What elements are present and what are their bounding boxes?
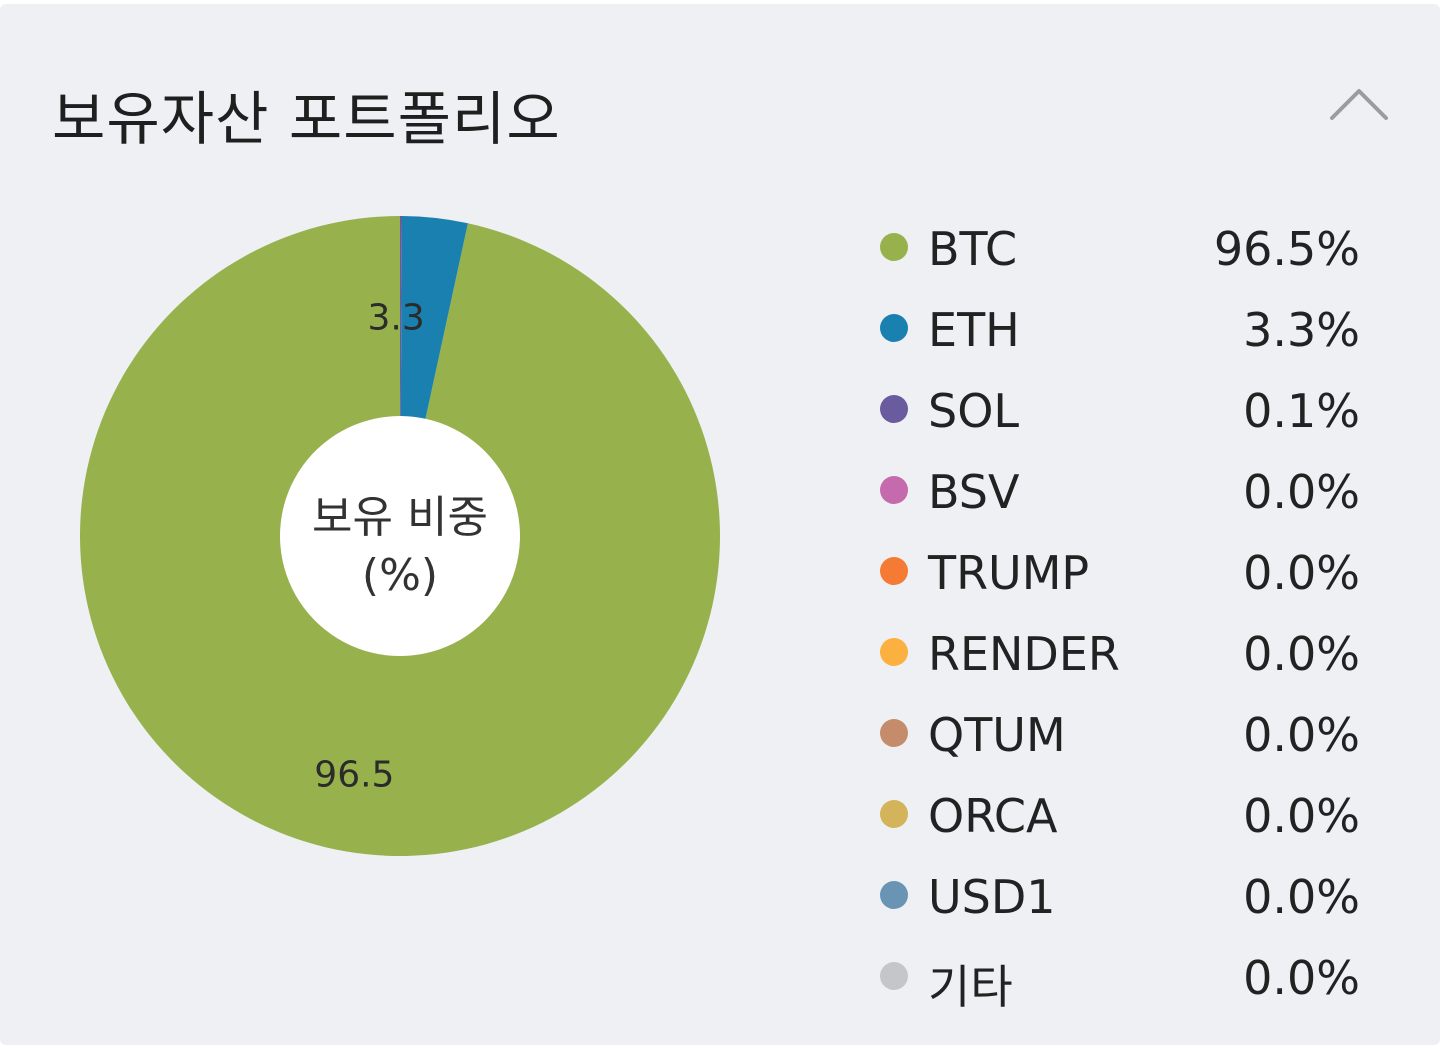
legend-swatch bbox=[880, 557, 908, 585]
legend-swatch bbox=[880, 638, 908, 666]
legend-swatch bbox=[880, 800, 908, 828]
legend-name: QTUM bbox=[928, 708, 1066, 762]
page-title: 보유자산 포트폴리오 bbox=[52, 85, 561, 153]
legend-value: 0.1% bbox=[1243, 384, 1360, 438]
legend-name: USD1 bbox=[928, 870, 1056, 924]
legend-item[interactable]: SOL 0.1% bbox=[878, 372, 1360, 453]
legend-name: TRUMP bbox=[928, 546, 1090, 600]
legend-item[interactable]: RENDER 0.0% bbox=[878, 615, 1360, 696]
legend-name: BTC bbox=[928, 222, 1018, 276]
legend-item[interactable]: 기타 0.0% bbox=[878, 939, 1360, 1020]
chart-legend: BTC 96.5% ETH 3.3% SOL 0.1% BSV 0.0% TRUMP 0.0% RE… bbox=[878, 210, 1360, 1020]
legend-item[interactable]: USD1 0.0% bbox=[878, 858, 1360, 939]
legend-value: 0.0% bbox=[1243, 951, 1360, 1005]
legend-name: ORCA bbox=[928, 789, 1058, 843]
legend-name: ETH bbox=[928, 303, 1020, 357]
legend-value: 0.0% bbox=[1243, 546, 1360, 600]
legend-item[interactable]: ETH 3.3% bbox=[878, 291, 1360, 372]
legend-name: SOL bbox=[928, 384, 1020, 438]
legend-swatch bbox=[880, 719, 908, 747]
legend-value: 0.0% bbox=[1243, 465, 1360, 519]
legend-name: BSV bbox=[928, 465, 1020, 519]
portfolio-donut-chart: 96.5 3.3 보유 비중 (%) bbox=[80, 216, 721, 856]
legend-item[interactable]: BSV 0.0% bbox=[878, 453, 1360, 534]
legend-item[interactable]: TRUMP 0.0% bbox=[878, 534, 1360, 615]
donut-slice-eth[interactable] bbox=[400, 216, 468, 419]
legend-swatch bbox=[880, 233, 908, 261]
donut-slice-btc[interactable] bbox=[80, 216, 721, 856]
legend-item[interactable]: BTC 96.5% bbox=[878, 210, 1360, 291]
donut-slice-sol[interactable] bbox=[400, 216, 403, 417]
legend-name: 기타 bbox=[928, 960, 1013, 1014]
legend-value: 96.5% bbox=[1213, 222, 1360, 276]
slice-label-eth: 3.3 bbox=[368, 297, 425, 338]
center-label-line: (%) bbox=[362, 550, 438, 601]
donut-hole bbox=[280, 416, 520, 656]
legend-swatch bbox=[880, 881, 908, 909]
legend-value: 0.0% bbox=[1243, 708, 1360, 762]
chevron-up-icon bbox=[1330, 89, 1388, 120]
collapse-button[interactable] bbox=[1326, 80, 1392, 126]
slice-label-btc: 96.5 bbox=[314, 755, 394, 796]
legend-swatch bbox=[880, 395, 908, 423]
legend-value: 0.0% bbox=[1243, 789, 1360, 843]
legend-item[interactable]: ORCA 0.0% bbox=[878, 777, 1360, 858]
legend-swatch bbox=[880, 314, 908, 342]
legend-name: RENDER bbox=[928, 627, 1120, 681]
legend-swatch bbox=[880, 476, 908, 504]
legend-value: 3.3% bbox=[1243, 303, 1360, 357]
center-label-line: 보유 비중 bbox=[312, 492, 488, 543]
legend-item[interactable]: QTUM 0.0% bbox=[878, 696, 1360, 777]
legend-value: 0.0% bbox=[1243, 870, 1360, 924]
legend-value: 0.0% bbox=[1243, 627, 1360, 681]
legend-swatch bbox=[880, 962, 908, 990]
